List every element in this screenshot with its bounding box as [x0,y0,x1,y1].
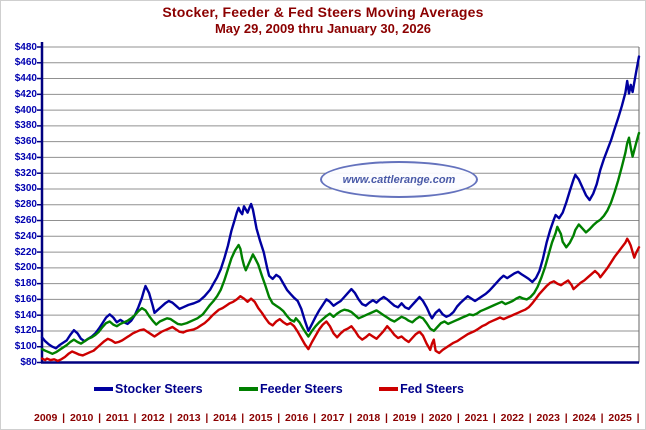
y-tick-label: $180 [14,278,37,290]
y-tick-label: $220 [14,246,37,258]
x-axis-year-label: 2019 [392,412,417,424]
x-axis-separator: | [169,412,173,424]
legend-line-swatch [379,387,399,391]
x-axis-year-label: 2014 [213,412,237,424]
watermark-badge: www.cattlerange.com [320,161,478,198]
y-tick-label: $340 [14,151,37,163]
y-tick-label: $440 [14,73,37,85]
legend-label: Feeder Steers [259,382,343,396]
x-axis-year-label: 2009 [34,412,58,424]
x-axis-separator: | [205,412,209,424]
y-tick-label: $80 [20,357,37,368]
y-tick-label: $400 [14,104,37,116]
legend-item-fed-steers: Fed Steers [379,382,464,396]
x-axis-separator: | [133,412,137,424]
x-axis-year-label: 2013 [177,412,201,424]
y-tick-label: $280 [14,199,37,211]
fed-steers-line [40,237,641,363]
x-axis-separator: | [385,412,388,424]
y-tick-label: $320 [14,167,37,179]
y-tick-label: $160 [14,293,37,305]
x-axis-year-label: 2021 [464,412,489,424]
x-axis-separator: | [349,412,353,424]
x-axis-year-label: 2012 [141,412,165,424]
x-axis-separator: | [492,412,496,424]
y-tick-label: $120 [14,325,37,337]
stocker-steers-line [40,55,641,350]
x-axis-year-label: 2017 [320,412,345,424]
y-tick-label: $360 [14,136,37,148]
legend-item-stocker-steers: Stocker Steers [94,382,203,396]
y-tick-label: $300 [14,183,37,195]
page-title: Stocker, Feeder & Fed Steers Moving Aver… [162,4,484,20]
x-axis-separator: | [528,412,532,424]
x-axis-year-label: 2025 [608,412,632,424]
watermark-text: www.cattlerange.com [342,173,456,186]
x-axis-separator: | [636,412,640,424]
x-axis-year-label: 2024 [572,412,596,424]
x-axis-year-labels: 2009 | 2010 | 2011 | 2012 | 2013 | 2014 | 2015 | 2016 |… [34,412,640,424]
chart-legend: Stocker Steers Feeder Steers Fed Steers [94,382,464,396]
y-tick-label: $200 [14,262,37,274]
x-axis-separator: | [277,412,281,424]
x-axis-year-label: 2011 [105,412,129,424]
x-axis-year-label: 2022 [500,412,524,424]
x-axis-separator: | [564,412,568,424]
y-tick-label: $480 [14,41,37,53]
x-axis-year-label: 2018 [356,412,381,424]
x-axis-separator: | [98,412,102,424]
x-axis-year-label: 2015 [249,412,273,424]
y-tick-label: $140 [14,309,37,321]
y-tick-label: $380 [14,120,37,132]
feeder-steers-line [40,131,641,355]
x-axis-separator: | [241,412,245,424]
y-tick-label: $240 [14,230,37,242]
legend-label: Stocker Steers [115,382,203,396]
y-tick-label: $260 [14,215,37,227]
x-axis-year-label: 2010 [69,412,94,424]
legend-line-swatch [238,387,258,391]
x-axis-year-label: 2023 [536,412,560,424]
legend-item-feeder-steers: Feeder Steers [238,382,343,396]
page-subtitle: May 29, 2009 thru January 30, 2026 [214,21,432,36]
y-tick-label: $420 [14,88,37,100]
x-axis-separator: | [420,412,424,424]
legend-line-swatch [94,387,113,391]
x-axis-year-label: 2016 [284,412,309,424]
x-axis-separator: | [456,412,460,424]
x-axis-separator: | [313,412,317,424]
x-axis-separator: | [600,412,604,424]
legend-label: Fed Steers [400,382,464,396]
x-axis-separator: | [62,412,66,424]
y-tick-label: $100 [14,341,37,353]
x-axis-year-label: 2020 [428,412,453,424]
y-tick-label: $460 [14,57,37,69]
